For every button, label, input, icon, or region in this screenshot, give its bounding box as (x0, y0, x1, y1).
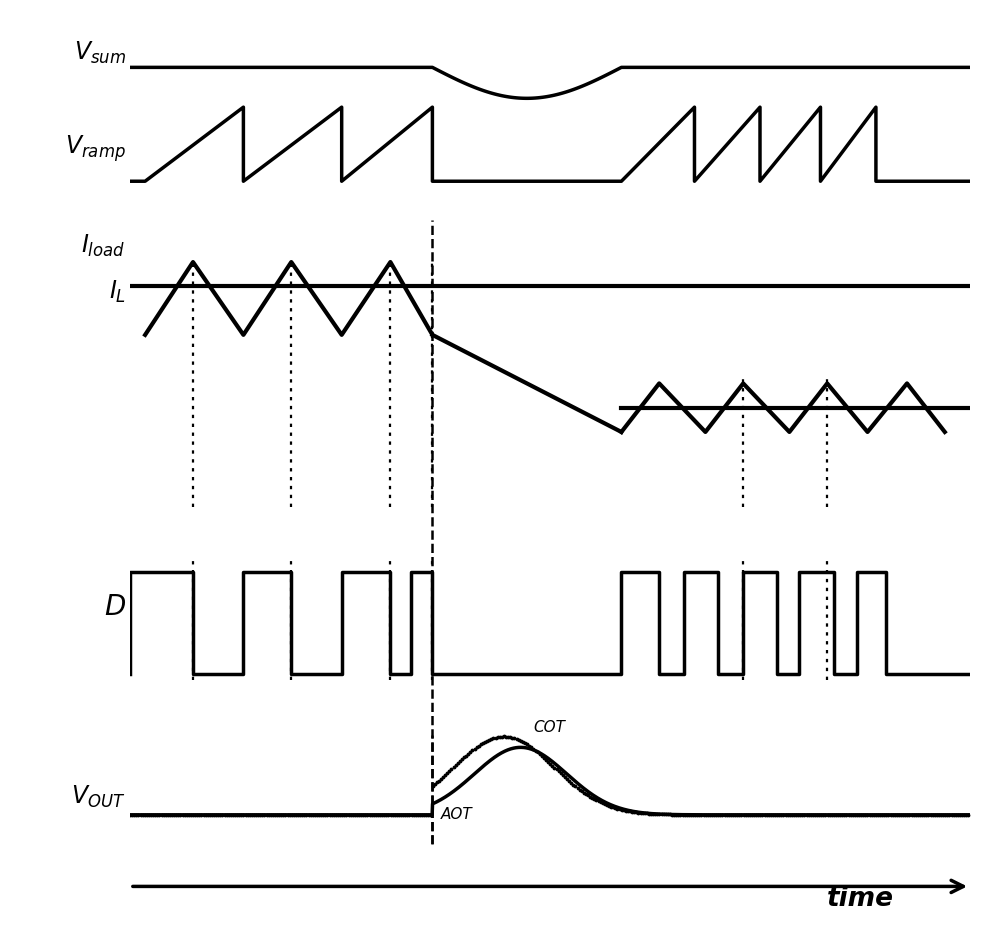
Text: $V_{OUT}$: $V_{OUT}$ (71, 783, 126, 809)
Text: $D$: $D$ (104, 594, 126, 621)
Text: $I_{load}$: $I_{load}$ (81, 233, 126, 259)
Text: time: time (827, 886, 894, 912)
Text: $V_{sum}$: $V_{sum}$ (74, 40, 126, 66)
Text: COT: COT (533, 720, 565, 735)
Text: AOT: AOT (441, 808, 473, 823)
Text: $V_{ramp}$: $V_{ramp}$ (65, 133, 126, 164)
Text: $I_L$: $I_L$ (109, 279, 126, 305)
